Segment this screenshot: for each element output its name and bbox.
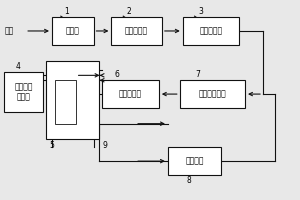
- Bar: [55, 80, 76, 124]
- Bar: [52, 17, 94, 45]
- Text: 1: 1: [64, 7, 69, 16]
- Bar: [168, 147, 221, 175]
- Text: 6: 6: [115, 70, 120, 79]
- Bar: [4, 72, 43, 112]
- Text: 8: 8: [186, 176, 191, 185]
- Text: 5: 5: [50, 141, 54, 150]
- Text: 循环水泵: 循环水泵: [185, 157, 204, 166]
- Bar: [180, 80, 245, 108]
- Text: 空气: 空气: [4, 26, 14, 35]
- Bar: [46, 61, 100, 139]
- Text: 臭氧发生器: 臭氧发生器: [200, 26, 223, 35]
- Text: 空压机: 空压机: [66, 26, 80, 35]
- Bar: [111, 17, 162, 45]
- Text: 文丘里混合器: 文丘里混合器: [199, 90, 226, 99]
- Text: 管道反应器: 管道反应器: [119, 90, 142, 99]
- Text: 9: 9: [103, 141, 108, 150]
- Text: 冷冻干燥机: 冷冻干燥机: [125, 26, 148, 35]
- Text: 高压电晕
发生器: 高压电晕 发生器: [14, 82, 33, 102]
- Text: 2: 2: [127, 7, 132, 16]
- Text: 4: 4: [15, 62, 20, 71]
- Bar: [102, 80, 159, 108]
- Bar: [183, 17, 239, 45]
- Text: 7: 7: [195, 70, 200, 79]
- Text: 3: 3: [198, 7, 203, 16]
